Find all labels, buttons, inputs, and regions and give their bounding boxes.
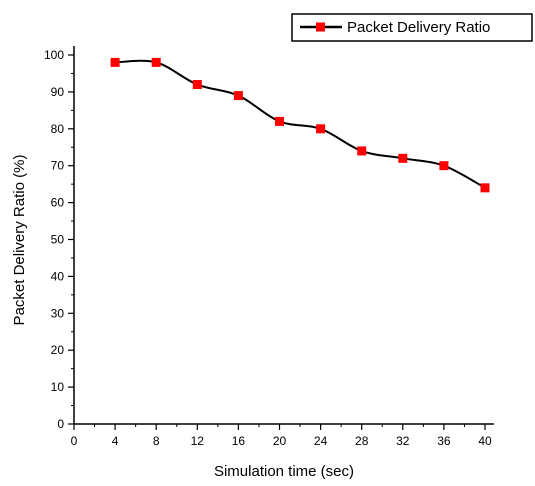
legend: Packet Delivery Ratio <box>291 13 533 42</box>
y-tick-label: 80 <box>51 122 65 136</box>
series-line <box>115 59 486 189</box>
data-point-marker <box>316 124 326 134</box>
data-point-marker <box>151 57 161 67</box>
x-tick-label: 12 <box>191 434 205 448</box>
x-tick-label: 24 <box>314 434 328 448</box>
x-tick-label: 36 <box>437 434 451 448</box>
x-tick-label: 8 <box>153 434 160 448</box>
y-tick-label: 60 <box>51 196 65 210</box>
x-tick-label: 4 <box>112 434 119 448</box>
data-point-marker <box>110 57 120 67</box>
x-tick-label: 32 <box>396 434 410 448</box>
x-tick-label: 28 <box>355 434 369 448</box>
x-tick-label: 16 <box>232 434 246 448</box>
x-tick-label: 20 <box>273 434 287 448</box>
y-tick-label: 20 <box>51 343 65 357</box>
y-axis-title: Packet Delivery Ratio (%) <box>11 155 28 326</box>
y-tick-label: 100 <box>44 48 64 62</box>
y-tick-label: 90 <box>51 85 65 99</box>
data-point-marker <box>357 146 367 156</box>
data-point-marker <box>398 153 408 163</box>
y-tick-label: 0 <box>57 417 64 431</box>
y-tick-label: 10 <box>51 380 65 394</box>
x-tick-label: 0 <box>71 434 78 448</box>
data-point-marker <box>439 161 449 171</box>
y-tick-label: 30 <box>51 306 65 320</box>
data-point-marker <box>192 80 202 90</box>
plot-frame <box>73 46 494 425</box>
y-tick-label: 50 <box>51 233 65 247</box>
data-point-marker <box>275 116 284 126</box>
series-markers <box>110 57 490 193</box>
x-tick-label: 40 <box>478 434 492 448</box>
axis-ticks: 0 4 8 12 16 20 24 28 32 36 40 0 10 20 30 40 50 60 70 80 90 10… <box>44 48 492 448</box>
series-line-group <box>115 59 486 189</box>
data-point-marker <box>480 183 490 193</box>
legend-label: Packet Delivery Ratio <box>347 19 490 36</box>
y-tick-label: 70 <box>51 159 65 173</box>
x-axis-title: Simulation time (sec) <box>214 463 354 480</box>
legend-marker <box>316 22 325 32</box>
y-tick-label: 40 <box>51 269 65 283</box>
data-point-marker <box>233 91 243 101</box>
